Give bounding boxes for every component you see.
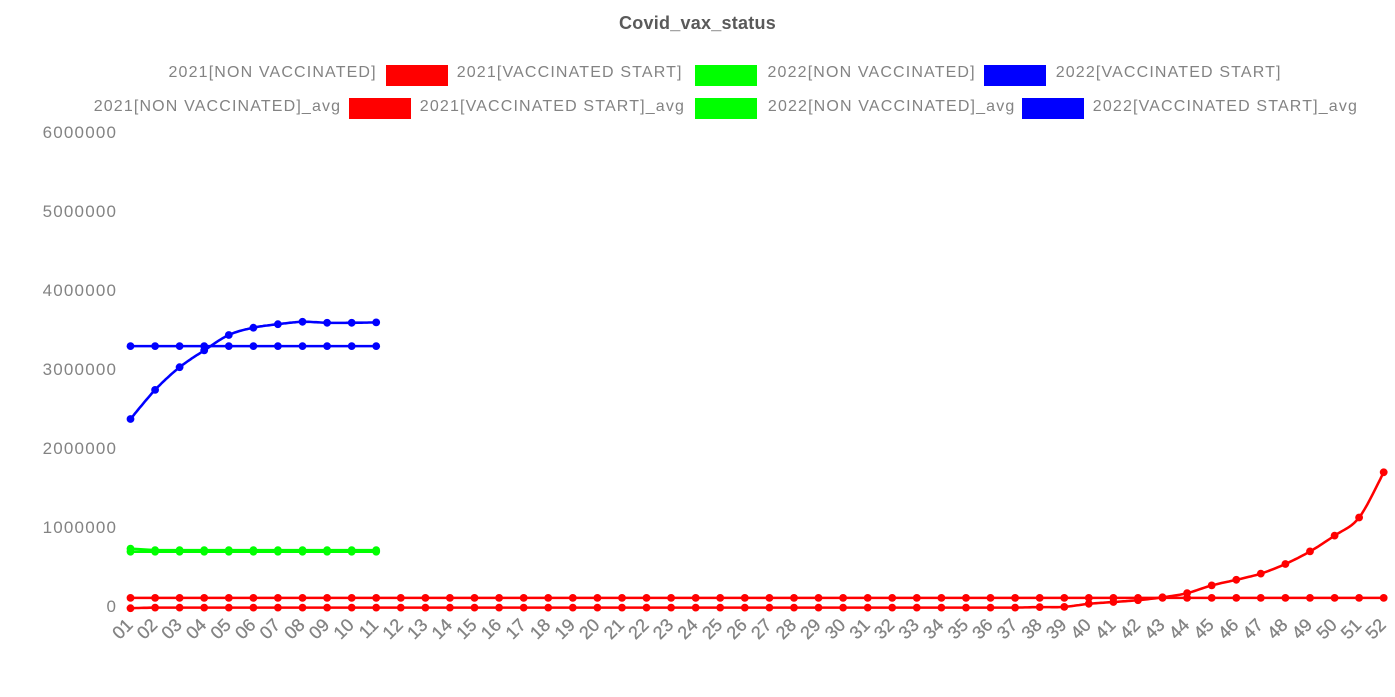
svg-text:52: 52 — [1362, 615, 1390, 643]
svg-text:10: 10 — [330, 615, 358, 643]
